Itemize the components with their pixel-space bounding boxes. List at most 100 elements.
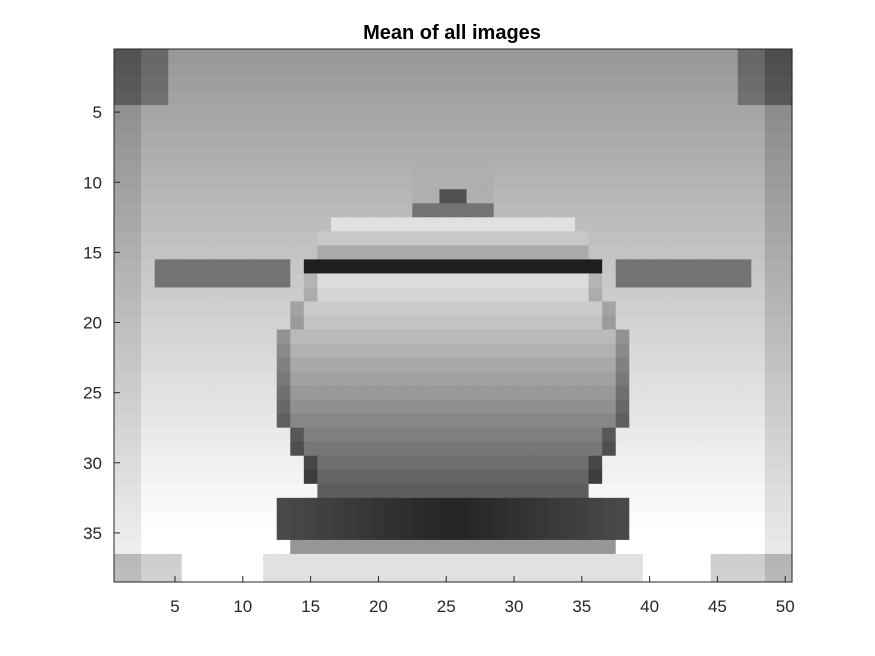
pixel-cell (683, 357, 698, 373)
pixel-cell (114, 357, 129, 373)
pixel-cell (561, 455, 576, 471)
pixel-cell (371, 49, 386, 64)
pixel-cell (168, 539, 183, 555)
pixel-cell (317, 357, 332, 373)
pixel-cell (710, 343, 725, 359)
pixel-cell (154, 91, 169, 106)
pixel-cell (710, 105, 725, 120)
pixel-cell (303, 357, 318, 373)
pixel-cell (317, 203, 332, 218)
pixel-cell (547, 441, 563, 457)
pixel-cell (534, 147, 549, 162)
pixel-cell (751, 287, 766, 303)
pixel-cell (317, 91, 332, 106)
pixel-cell (615, 371, 630, 387)
pixel-cell (330, 175, 346, 190)
pixel-cell (588, 259, 603, 275)
pixel-cell (317, 329, 332, 345)
pixel-cell (303, 105, 318, 120)
pixel-cell (412, 245, 427, 260)
pixel-cell (493, 91, 508, 106)
pixel-cell (236, 511, 251, 527)
pixel-cell (547, 343, 563, 359)
pixel-cell (249, 357, 264, 373)
pixel-cell (317, 441, 332, 457)
pixel-cell (181, 245, 196, 260)
pixel-cell (642, 119, 657, 134)
pixel-cell (303, 539, 318, 555)
pixel-cell (669, 245, 685, 260)
pixel-cell (547, 427, 563, 443)
pixel-cell (412, 273, 427, 289)
pixel-cell (737, 49, 752, 64)
pixel-cell (154, 315, 169, 331)
pixel-cell (493, 511, 508, 527)
pixel-cell (520, 49, 535, 64)
pixel-cell (724, 203, 739, 218)
pixel-cell (439, 105, 454, 120)
pixel-cell (656, 427, 671, 443)
pixel-cell (724, 273, 739, 289)
pixel-cell (480, 273, 495, 289)
pixel-cell (303, 343, 318, 359)
pixel-cell (656, 77, 671, 92)
pixel-cell (561, 49, 576, 64)
pixel-cell (615, 301, 630, 317)
pixel-cell (425, 49, 441, 64)
pixel-cell (276, 245, 291, 260)
pixel-cell (561, 567, 576, 583)
pixel-cell (385, 203, 400, 218)
pixel-cell (344, 553, 359, 569)
pixel-cell (141, 217, 156, 232)
pixel-cell (724, 133, 739, 148)
pixel-cell (439, 315, 454, 331)
pixel-cell (507, 539, 522, 555)
pixel-cell (398, 539, 413, 555)
pixel-cell (195, 525, 210, 541)
pixel-cell (575, 133, 590, 148)
pixel-cell (561, 77, 576, 92)
pixel-cell (181, 273, 196, 289)
pixel-cell (629, 399, 644, 415)
pixel-cell (276, 119, 291, 134)
pixel-cell (371, 259, 386, 275)
pixel-cell (534, 497, 549, 513)
pixel-cell (642, 77, 657, 92)
pixel-cell (751, 343, 766, 359)
pixel-cell (290, 539, 305, 555)
pixel-cell (642, 49, 657, 64)
pixel-cell (656, 413, 671, 429)
pixel-cell (480, 259, 495, 275)
pixel-cell (561, 553, 576, 569)
pixel-cell (303, 63, 318, 78)
pixel-cell (276, 343, 291, 359)
pixel-cell (466, 399, 481, 415)
pixel-cell (141, 175, 156, 190)
pixel-cell (276, 231, 291, 246)
pixel-cell (466, 553, 481, 569)
pixel-cell (412, 469, 427, 485)
pixel-cell (439, 371, 454, 387)
pixel-cell (317, 385, 332, 401)
pixel-cell (222, 189, 237, 204)
pixel-cell (737, 329, 752, 345)
pixel-cell (290, 525, 305, 541)
pixel-cell (669, 301, 685, 317)
pixel-cell (575, 287, 590, 303)
pixel-cell (629, 413, 644, 429)
pixel-cell (398, 329, 413, 345)
pixel-cell (181, 49, 196, 64)
pixel-cell (317, 343, 332, 359)
pixel-cell (561, 385, 576, 401)
pixel-cell (249, 273, 264, 289)
pixel-cell (439, 427, 454, 443)
pixel-cell (236, 49, 251, 64)
pixel-cell (466, 259, 481, 275)
pixel-cell (385, 91, 400, 106)
pixel-cell (480, 91, 495, 106)
pixel-cell (534, 539, 549, 555)
pixel-cell (534, 175, 549, 190)
pixel-cell (602, 217, 617, 232)
pixel-cell (385, 119, 400, 134)
pixel-cell (629, 427, 644, 443)
